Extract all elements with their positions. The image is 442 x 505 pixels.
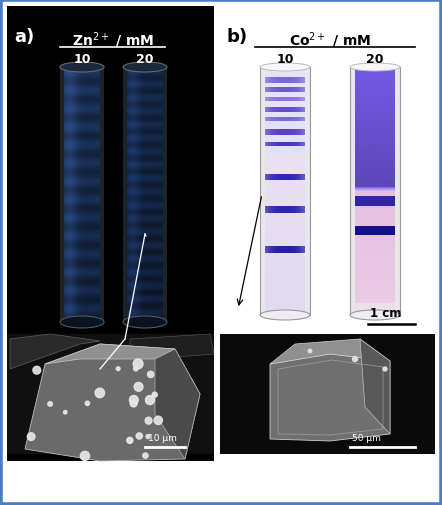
- Circle shape: [130, 400, 137, 407]
- Circle shape: [133, 359, 143, 369]
- Text: 10: 10: [73, 53, 91, 66]
- Text: 10 μm: 10 μm: [148, 433, 177, 442]
- Circle shape: [145, 396, 154, 405]
- Ellipse shape: [350, 311, 400, 320]
- Ellipse shape: [123, 316, 167, 328]
- Bar: [260, 68, 310, 316]
- Bar: [220, 7, 435, 461]
- Bar: [220, 334, 435, 454]
- Polygon shape: [270, 339, 390, 364]
- Circle shape: [33, 367, 41, 374]
- Circle shape: [136, 433, 142, 439]
- Circle shape: [95, 388, 105, 398]
- Text: 20: 20: [136, 53, 154, 66]
- Text: 1 cm: 1 cm: [370, 307, 401, 319]
- Circle shape: [145, 417, 152, 424]
- Ellipse shape: [260, 64, 310, 72]
- Circle shape: [143, 453, 148, 459]
- Polygon shape: [360, 339, 390, 434]
- Text: 20: 20: [366, 53, 384, 66]
- Circle shape: [154, 416, 163, 425]
- Circle shape: [152, 392, 157, 397]
- Circle shape: [308, 349, 312, 353]
- Bar: [7, 7, 214, 461]
- Circle shape: [27, 433, 35, 440]
- Text: Co$^{2+}$ / mM: Co$^{2+}$ / mM: [289, 30, 371, 49]
- Circle shape: [146, 435, 150, 439]
- Circle shape: [353, 357, 358, 362]
- Ellipse shape: [123, 63, 167, 73]
- Text: Zn$^{2+}$ / mM: Zn$^{2+}$ / mM: [72, 30, 154, 49]
- Text: b): b): [226, 28, 247, 46]
- Polygon shape: [25, 344, 200, 461]
- Circle shape: [133, 367, 138, 371]
- Ellipse shape: [60, 63, 104, 73]
- Circle shape: [64, 411, 67, 414]
- Bar: [7, 334, 214, 454]
- Text: a): a): [14, 28, 34, 46]
- Bar: [350, 68, 400, 316]
- Polygon shape: [270, 355, 390, 441]
- Circle shape: [130, 396, 138, 405]
- Polygon shape: [45, 344, 175, 364]
- Ellipse shape: [260, 311, 310, 320]
- Circle shape: [85, 401, 90, 406]
- Circle shape: [80, 451, 90, 461]
- Text: 10: 10: [276, 53, 294, 66]
- Circle shape: [134, 383, 143, 391]
- Ellipse shape: [60, 316, 104, 328]
- Polygon shape: [130, 334, 214, 358]
- Polygon shape: [10, 334, 100, 369]
- Polygon shape: [155, 349, 200, 459]
- Circle shape: [148, 372, 154, 378]
- Text: 50 μm: 50 μm: [352, 433, 381, 442]
- Circle shape: [127, 437, 133, 443]
- Circle shape: [116, 367, 120, 371]
- Circle shape: [48, 402, 53, 407]
- Ellipse shape: [350, 64, 400, 72]
- Circle shape: [383, 367, 387, 371]
